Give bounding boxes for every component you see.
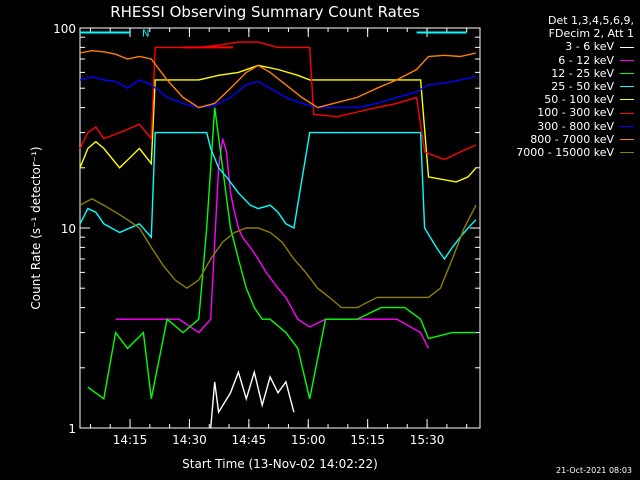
x-tick-label: 14:15 bbox=[113, 433, 148, 447]
legend-swatch bbox=[620, 152, 634, 154]
legend-item: 300 - 800 keV bbox=[516, 120, 634, 133]
plot-axes: 1 10 100 14:15 14:30 14:45 15:00 15:15 15:30 bbox=[53, 22, 481, 447]
legend-item: 12 - 25 keV bbox=[516, 67, 634, 80]
series-line-6-12-kev bbox=[115, 138, 430, 349]
legend-swatch bbox=[620, 59, 634, 61]
legend-item: 50 - 100 keV bbox=[516, 93, 634, 106]
legend-item: 100 - 300 keV bbox=[516, 106, 634, 119]
legend-item-label: 12 - 25 keV bbox=[551, 66, 614, 80]
series-layer bbox=[79, 41, 477, 429]
series-line-100-300-kev bbox=[79, 41, 477, 161]
legend-swatch bbox=[620, 112, 634, 114]
n-marker-label: N bbox=[142, 28, 149, 39]
series-line-7000-15000-kev bbox=[79, 198, 477, 309]
legend-item: 800 - 7000 keV bbox=[516, 133, 634, 146]
legend-item-label: 25 - 50 keV bbox=[551, 80, 614, 94]
series-line-25-50-kev bbox=[79, 131, 477, 261]
legend-item-label: 7000 - 15000 keV bbox=[516, 146, 614, 160]
legend-item-label: 6 - 12 keV bbox=[558, 53, 614, 67]
generation-timestamp: 21-Oct-2021 08:03 bbox=[556, 466, 632, 475]
legend-item-label: 3 - 6 keV bbox=[565, 40, 614, 54]
legend-item-label: 800 - 7000 keV bbox=[530, 132, 614, 146]
y-tick-label: 1 bbox=[68, 422, 76, 436]
x-axis-label: Start Time (13-Nov-02 14:02:22) bbox=[182, 457, 378, 471]
series-line-3-6-kev bbox=[210, 369, 295, 429]
x-tick-label: 15:30 bbox=[410, 433, 445, 447]
x-tick-label: 15:15 bbox=[350, 433, 385, 447]
x-tick-label: 15:00 bbox=[291, 433, 326, 447]
legend-item-label: 300 - 800 keV bbox=[537, 119, 614, 133]
legend-item-label: 100 - 300 keV bbox=[537, 106, 614, 120]
y-tick-label: 100 bbox=[53, 22, 76, 36]
legend-item: 3 - 6 keV bbox=[516, 40, 634, 53]
legend-header-detectors: Det 1,3,4,5,6,9, bbox=[547, 14, 634, 27]
legend-swatch bbox=[620, 99, 634, 101]
legend-swatch bbox=[620, 125, 634, 127]
legend-item-label: 50 - 100 keV bbox=[544, 93, 614, 107]
legend-swatch bbox=[620, 86, 634, 88]
y-tick-label: 10 bbox=[61, 222, 76, 236]
marker-layer: N bbox=[80, 28, 467, 49]
legend-swatch bbox=[620, 46, 634, 48]
y-axis-label: Count Rate (s⁻¹ detector⁻¹) bbox=[29, 146, 43, 309]
series-line-50-100-kev bbox=[79, 64, 477, 183]
legend-swatch bbox=[620, 138, 634, 140]
legend-item: 7000 - 15000 keV bbox=[516, 146, 634, 159]
legend-item: 6 - 12 keV bbox=[516, 54, 634, 67]
legend-header-decimation: FDecim 2, Att 1 bbox=[548, 27, 634, 41]
legend: Det 1,3,4,5,6,9, FDecim 2, Att 1 3 - 6 k… bbox=[516, 14, 634, 159]
x-tick-label: 14:30 bbox=[172, 433, 207, 447]
x-tick-label: 14:45 bbox=[232, 433, 267, 447]
series-line-12-25-kev bbox=[87, 107, 476, 401]
chart-title: RHESSI Observing Summary Count Rates bbox=[110, 3, 420, 21]
legend-swatch bbox=[620, 72, 634, 74]
series-line-800-7000-kev bbox=[79, 49, 477, 109]
legend-item: 25 - 50 keV bbox=[516, 80, 634, 93]
series-line-300-800-kev bbox=[79, 76, 477, 109]
